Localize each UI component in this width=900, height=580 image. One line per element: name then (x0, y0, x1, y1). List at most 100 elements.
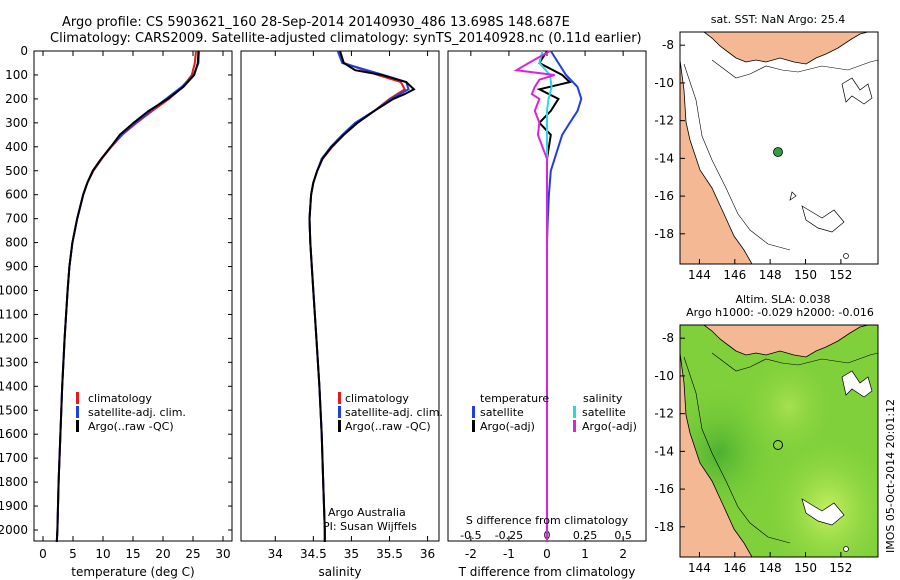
temperature-x-label: temperature (deg C) (71, 565, 194, 579)
header-line2: Climatology: CARS2009. Satellite-adjuste… (50, 31, 642, 46)
depth-tick-label: 1700 (0, 451, 28, 465)
legend-t-satellite-swatch (472, 406, 475, 418)
sla-map-frame (679, 324, 879, 558)
t-difference-label: T difference from climatology (458, 565, 636, 579)
legend-climatology-label: climatology (345, 392, 409, 405)
legend-t-argo-label: Argo(-adj) (480, 420, 535, 433)
depth-tick-label: 0 (20, 44, 28, 58)
legend-argo-label: Argo(..raw -QC) (345, 420, 431, 433)
imos-credit: IMOS 05-Oct-2014 20:01:12 (884, 399, 897, 553)
sla-map: Altim. SLA: 0.038 Argo h1000: -0.029 h20… (654, 293, 879, 575)
x-tick-label: 20 (155, 547, 170, 561)
s-tick-label: 0.25 (573, 529, 598, 542)
legend-satellite-swatch (76, 406, 79, 418)
x-tick-label: -1 (503, 547, 515, 561)
depth-tick-label: 1000 (0, 284, 28, 298)
s-tick-label: -0.25 (495, 529, 523, 542)
sla-map-title-1: Altim. SLA: 0.038 (735, 293, 830, 306)
sla-map-title-2: Argo h1000: -0.029 h2000: -0.016 (686, 306, 874, 319)
depth-tick-label: 1400 (0, 379, 28, 393)
lat-tick-label: -12 (654, 407, 674, 421)
x-tick-label: -2 (465, 547, 477, 561)
lon-tick-label: 150 (794, 561, 817, 575)
sst-map-axes: 144 146 148 150 152 -8 -10 -12 -14 -16 -18 (654, 38, 852, 282)
legend-salinity-heading: salinity (583, 392, 623, 405)
lat-tick-label: -10 (654, 76, 674, 90)
x-tick-label: 34.5 (300, 547, 327, 561)
shelf-contour-west (683, 356, 791, 544)
depth-tick-label: 300 (5, 116, 28, 130)
x-tick-label: 25 (185, 547, 200, 561)
legend-s-satellite-label: satellite (582, 406, 626, 419)
lat-tick-label: -16 (654, 189, 674, 203)
sla-map-axes: 144 146 148 150 152 -8 -10 -12 -14 -16 -18 (654, 331, 852, 575)
float-position-marker (773, 440, 783, 450)
sst-map-title: sat. SST: NaN Argo: 25.4 (711, 13, 845, 26)
lat-tick-label: -14 (654, 444, 674, 458)
depth-tick-label: 400 (5, 140, 28, 154)
shelf-contour-west (683, 63, 791, 251)
island-small-2 (843, 546, 849, 552)
difference-panel: -2 -1 0 1 2-0.5 -0.25 0 0.25 0.5 T difference fr… (447, 50, 647, 579)
legend-temperature-heading: temperature (480, 392, 549, 405)
depth-tick-label: 1100 (0, 307, 28, 321)
salinity-x-axis: 34 34.5 35 35.5 36 (268, 51, 435, 561)
island-cluster-2 (801, 205, 845, 233)
header-line1: Argo profile: CS 5903621_160 28-Sep-2014… (62, 15, 570, 30)
depth-tick-label: 500 (5, 164, 28, 178)
x-tick-label: 30 (215, 547, 230, 561)
lon-tick-label: 150 (794, 268, 817, 282)
lon-tick-label: 144 (688, 268, 711, 282)
lat-tick-label: -12 (654, 114, 674, 128)
x-tick-label: 5 (69, 547, 77, 561)
island-cluster-2 (801, 498, 845, 526)
depth-tick-label: 1900 (0, 499, 28, 513)
temperature-panel: 0100200300400500600700800900100011001200… (0, 44, 646, 579)
legend-satellite-label: satellite-adj. clim. (345, 406, 443, 419)
lon-tick-label: 146 (723, 268, 746, 282)
depth-tick-label: 1600 (0, 427, 28, 441)
pi-label: PI: Susan Wijffels (323, 520, 417, 533)
lat-tick-label: -10 (654, 369, 674, 383)
depth-tick-label: 1800 (0, 475, 28, 489)
difference-series (513, 50, 583, 542)
lon-tick-label: 148 (759, 268, 782, 282)
temperature-legend: climatology satellite-adj. clim. Argo(..… (76, 392, 186, 433)
s-tick-label: -0.5 (460, 529, 481, 542)
sst-map-frame (679, 31, 879, 265)
shelf-contour-top (711, 352, 879, 372)
depth-tick-label: 100 (5, 68, 28, 82)
lon-tick-label: 148 (759, 561, 782, 575)
difference-legend: temperature salinity satellite Argo(-adj… (472, 392, 637, 433)
legend-satellite-swatch (338, 406, 341, 418)
depth-tick-label: 1200 (0, 331, 28, 345)
institution-label: Argo Australia (328, 506, 406, 519)
depth-tick-label: 1300 (0, 355, 28, 369)
temperature-x-axis: 0 5 10 15 20 25 30 (39, 51, 231, 561)
lon-tick-label: 152 (829, 268, 852, 282)
island-small-1 (789, 191, 797, 201)
series-line-argo-raw-qc- (55, 50, 200, 543)
legend-satellite-label: satellite-adj. clim. (88, 406, 186, 419)
lat-tick-label: -8 (662, 331, 674, 345)
s-tick-label: 0.5 (614, 529, 632, 542)
float-position-marker (773, 147, 783, 157)
legend-argo-swatch (76, 420, 79, 432)
x-tick-label: 34 (268, 547, 283, 561)
lon-tick-label: 144 (688, 561, 711, 575)
salinity-plot-frame (240, 50, 440, 542)
x-tick-label: 1 (581, 547, 589, 561)
sst-map: sat. SST: NaN Argo: 25.4 144 146 148 150 152… (654, 13, 879, 282)
lon-tick-label: 152 (829, 561, 852, 575)
legend-argo-swatch (338, 420, 341, 432)
series-line-argo-raw-qc- (308, 50, 416, 542)
depth-tick-label: 700 (5, 212, 28, 226)
x-tick-label: 35.5 (376, 547, 403, 561)
depth-tick-label: 600 (5, 188, 28, 202)
legend-t-satellite-label: satellite (480, 406, 524, 419)
x-tick-label: 35 (344, 547, 359, 561)
s-difference-label: S difference from climatology (466, 514, 629, 527)
series-line-salinity-argo-adj- (513, 50, 555, 542)
png-coast (680, 324, 869, 358)
legend-climatology-swatch (338, 392, 341, 404)
